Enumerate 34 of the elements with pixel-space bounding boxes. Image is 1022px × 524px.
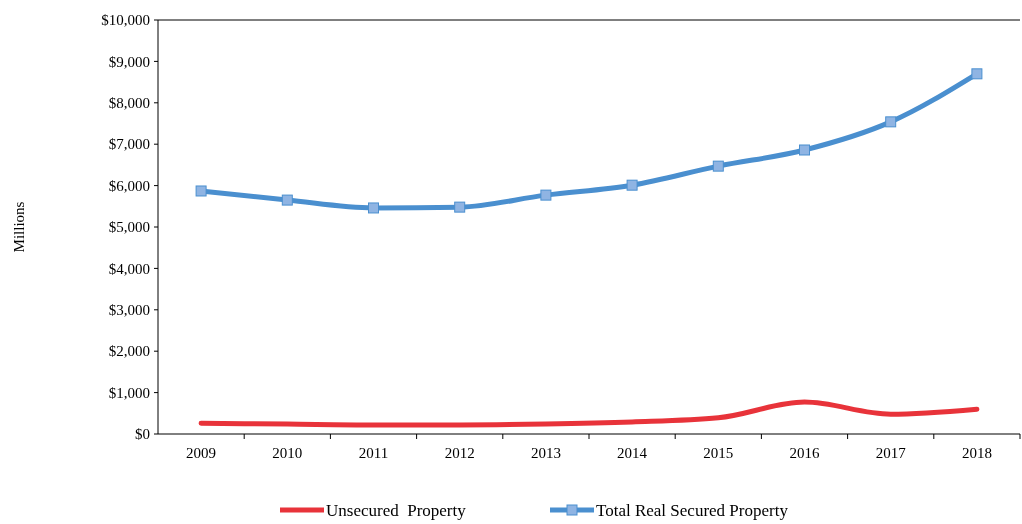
- point: [712, 160, 724, 172]
- x-tick-label: 2014: [617, 445, 648, 461]
- point: [540, 189, 552, 201]
- point: [195, 185, 207, 197]
- x-tick-label: 2011: [358, 445, 389, 461]
- y-tick-label: $6,000: [108, 177, 150, 194]
- y-tick-label: $4,000: [108, 260, 150, 277]
- point: [626, 179, 638, 191]
- y-axis-title: Millions: [11, 201, 27, 253]
- x-tick-label: 2018: [961, 445, 992, 461]
- legend-label: Total Real Secured Property: [596, 500, 789, 520]
- y-tick-label: $3,000: [108, 302, 150, 319]
- x-tick-label: 2009: [186, 445, 217, 461]
- x-tick-label: 2012: [444, 445, 475, 461]
- y-tick-label: $0: [135, 426, 150, 443]
- y-tick-label: $2,000: [108, 343, 150, 360]
- point: [799, 144, 810, 156]
- legend-label: Unsecured Property: [326, 500, 467, 520]
- point: [454, 201, 466, 213]
- y-tick-label: $9,000: [108, 53, 150, 70]
- point: [281, 194, 293, 206]
- y-tick-label: $8,000: [108, 95, 150, 112]
- y-tick-label: $5,000: [108, 219, 150, 236]
- y-tick-label: $10,000: [101, 12, 150, 29]
- x-tick-label: 2017: [875, 445, 907, 461]
- x-tick-label: 2016: [789, 445, 820, 461]
- x-tick-label: 2010: [272, 445, 303, 461]
- y-tick-label: $7,000: [108, 136, 150, 153]
- point: [971, 68, 983, 80]
- x-tick-label: 2015: [703, 445, 734, 461]
- y-tick-label: $1,000: [108, 384, 150, 401]
- point: [368, 202, 379, 214]
- point: [885, 116, 897, 128]
- x-tick-label: 2013: [530, 445, 561, 461]
